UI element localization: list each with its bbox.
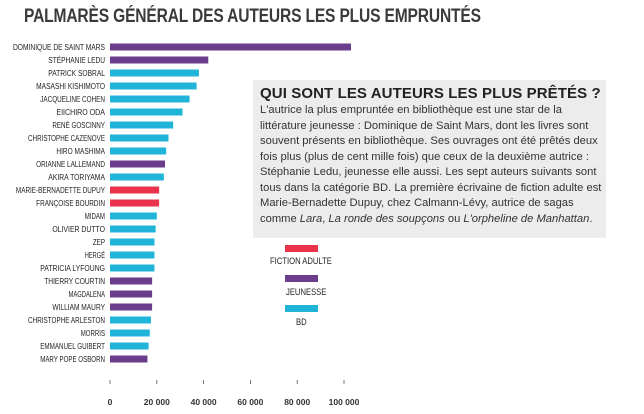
- legend-swatch-fiction: [285, 245, 318, 252]
- bar: [110, 173, 164, 181]
- category-label: MAGDALENA: [69, 289, 106, 299]
- category-label: CHRISTOPHE ARLESTON: [28, 315, 105, 325]
- category-label: CHRISTOPHE CAZENOVE: [28, 133, 105, 143]
- bar: [110, 264, 155, 272]
- category-label: HERGÉ: [85, 250, 105, 260]
- x-tick-label: 0: [108, 397, 113, 407]
- bar: [110, 95, 190, 103]
- category-label: DOMINIQUE DE SAINT MARS: [13, 42, 105, 52]
- category-label: HIRO MASHIMA: [56, 146, 105, 156]
- category-label: MASASHI KISHIMOTO: [36, 81, 105, 91]
- category-label: EIICHIRO ODA: [56, 107, 105, 117]
- info-heading: QUI SONT LES AUTEURS LES PLUS PRÊTÉS ?: [260, 85, 601, 102]
- legend-swatch-jeunesse: [285, 275, 318, 282]
- bar: [110, 108, 183, 116]
- info-end: .: [589, 212, 593, 225]
- bar: [110, 355, 148, 363]
- bar: [110, 238, 155, 246]
- x-tick-label: 100 000: [329, 397, 360, 407]
- bar: [110, 303, 153, 311]
- bar: [110, 329, 150, 337]
- category-label: AKIRA TORIYAMA: [48, 172, 105, 182]
- chart-title: PALMARÈS GÉNÉRAL DES AUTEURS LES PLUS EM…: [24, 6, 481, 27]
- category-label: PATRICIA LYFOUNG: [40, 263, 105, 273]
- bar: [110, 290, 153, 298]
- category-label: RENÉ GOSCINNY: [52, 120, 105, 130]
- bar: [110, 277, 153, 285]
- category-label: MIDAM: [85, 211, 105, 221]
- category-label: WILLIAM MAURY: [52, 302, 105, 312]
- bar: [110, 160, 165, 168]
- bar: [110, 342, 149, 350]
- category-label: ZEP: [93, 237, 105, 247]
- category-label: STÉPHANIE LEDU: [48, 55, 105, 65]
- bar: [110, 69, 199, 77]
- x-tick-label: 80 000: [284, 397, 310, 407]
- x-tick-label: 60 000: [237, 397, 263, 407]
- x-tick-label: 20 000: [144, 397, 170, 407]
- bar: [110, 82, 197, 90]
- category-label: ORIANNE LALLEMAND: [36, 159, 105, 169]
- x-tick-label: 40 000: [191, 397, 217, 407]
- legend-swatch-bd: [285, 305, 318, 312]
- book-title-ronde: La ronde des soupçons: [328, 212, 445, 225]
- bar: [110, 147, 167, 155]
- category-label: MORRIS: [81, 328, 105, 338]
- book-title-orpheline: L'orpheline de Manhattan: [463, 212, 590, 225]
- category-label: JACQUELINE COHEN: [40, 94, 105, 104]
- category-label: MARIE-BERNADETTE DUPUY: [16, 185, 105, 195]
- category-label: OLIVIER DUTTO: [52, 224, 105, 234]
- info-separator: ou: [444, 212, 464, 225]
- category-label: PATRICK SOBRAL: [48, 68, 105, 78]
- bar: [110, 43, 352, 51]
- bar: [110, 251, 155, 259]
- category-label: FRANÇOISE BOURDIN: [36, 198, 105, 208]
- category-label: MARY POPE OSBORN: [40, 354, 105, 364]
- bar: [110, 186, 160, 194]
- info-paragraph: L'autrice la plus empruntée en bibliothè…: [260, 104, 602, 225]
- legend-label-fiction: FICTION ADULTE: [270, 256, 332, 266]
- info-text: L'autrice la plus empruntée en bibliothè…: [260, 103, 606, 227]
- bar: [110, 225, 156, 233]
- legend-label-bd: BD: [296, 317, 307, 327]
- book-title-lara: Lara: [299, 212, 323, 225]
- bar: [110, 56, 209, 64]
- info-box: QUI SONT LES AUTEURS LES PLUS PRÊTÉS ? L…: [253, 80, 606, 238]
- info-separator: ,: [322, 212, 329, 225]
- bar: [110, 121, 174, 129]
- bar: [110, 316, 151, 324]
- category-label: EMMANUEL GUIBERT: [40, 341, 105, 351]
- legend-label-jeunesse: JEUNESSE: [286, 287, 327, 297]
- bar: [110, 134, 169, 142]
- bar: [110, 212, 157, 220]
- bar: [110, 199, 160, 207]
- category-label: THIERRY COURTIN: [44, 276, 105, 286]
